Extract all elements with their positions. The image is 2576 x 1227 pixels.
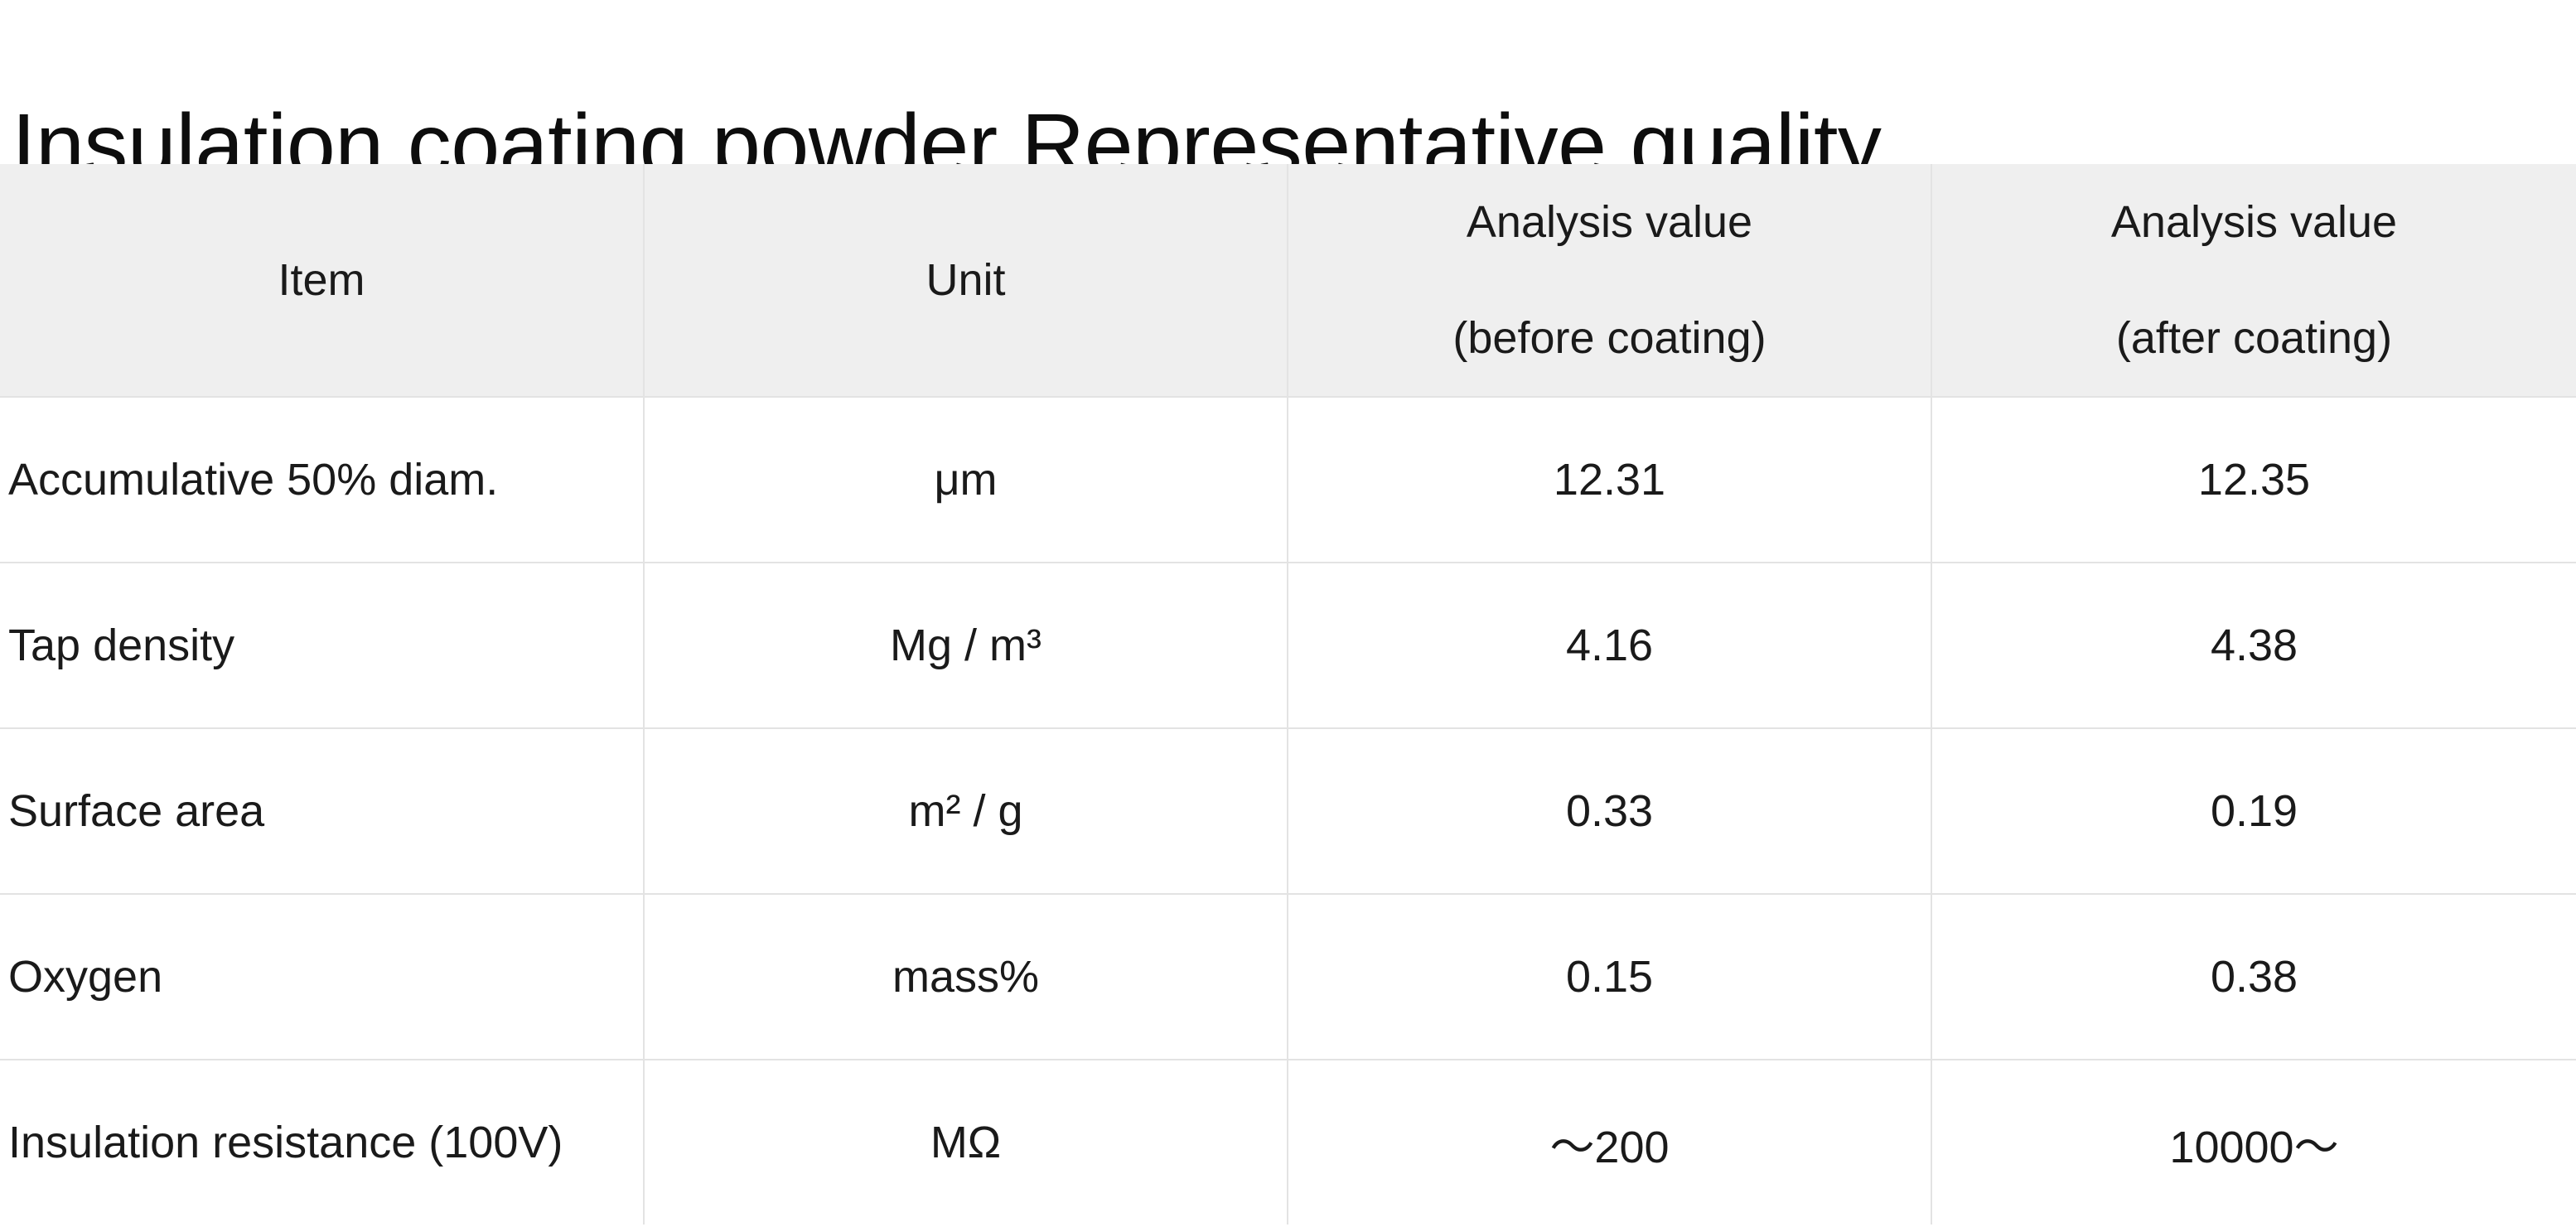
- after-value-cell: 10000～: [1931, 1059, 2576, 1225]
- table-body: Accumulative 50% diam. μm 12.31 12.35 Ta…: [0, 396, 2576, 1225]
- before-value-cell: ～200: [1287, 1059, 1932, 1225]
- table-row: Surface area m² / g 0.33 0.19: [0, 727, 2576, 895]
- before-value-cell: 0.33: [1287, 727, 1932, 895]
- before-value-cell: 4.16: [1287, 562, 1932, 729]
- unit-cell: μm: [643, 396, 1288, 563]
- header-after-line-1: Analysis value: [2110, 197, 2398, 247]
- unit-cell: MΩ: [643, 1059, 1288, 1225]
- item-cell: Surface area: [0, 727, 645, 895]
- after-value-cell: 0.19: [1931, 727, 2576, 895]
- header-unit-label: Unit: [926, 255, 1006, 305]
- header-unit: Unit: [643, 164, 1288, 398]
- after-value-cell: 12.35: [1931, 396, 2576, 563]
- header-before-line-2: (before coating): [1452, 313, 1766, 363]
- after-value-cell: 0.38: [1931, 893, 2576, 1060]
- header-item: Item: [0, 164, 645, 398]
- before-value-cell: 12.31: [1287, 396, 1932, 563]
- header-item-label: Item: [278, 255, 365, 305]
- table-row: Insulation resistance (100V) MΩ ～200 100…: [0, 1059, 2576, 1225]
- after-value-cell: 4.38: [1931, 562, 2576, 729]
- header-before-line-1: Analysis value: [1466, 197, 1753, 247]
- unit-cell: m² / g: [643, 727, 1288, 895]
- item-cell: Tap density: [0, 562, 645, 729]
- item-cell: Accumulative 50% diam.: [0, 396, 645, 563]
- table-header: Item Unit Analysis value (before coating…: [0, 164, 2576, 398]
- before-value-cell: 0.15: [1287, 893, 1932, 1060]
- unit-cell: mass%: [643, 893, 1288, 1060]
- item-cell: Oxygen: [0, 893, 645, 1060]
- table-row: Oxygen mass% 0.15 0.38: [0, 893, 2576, 1060]
- header-after-coating: Analysis value (after coating): [1931, 164, 2576, 398]
- quality-table: Item Unit Analysis value (before coating…: [0, 164, 2576, 1225]
- table-row: Accumulative 50% diam. μm 12.31 12.35: [0, 396, 2576, 563]
- unit-cell: Mg / m³: [643, 562, 1288, 729]
- item-cell: Insulation resistance (100V): [0, 1059, 645, 1225]
- header-before-coating: Analysis value (before coating): [1287, 164, 1932, 398]
- table-row: Tap density Mg / m³ 4.16 4.38: [0, 562, 2576, 729]
- header-after-line-2: (after coating): [2115, 313, 2393, 363]
- header-row: Item Unit Analysis value (before coating…: [0, 164, 2576, 398]
